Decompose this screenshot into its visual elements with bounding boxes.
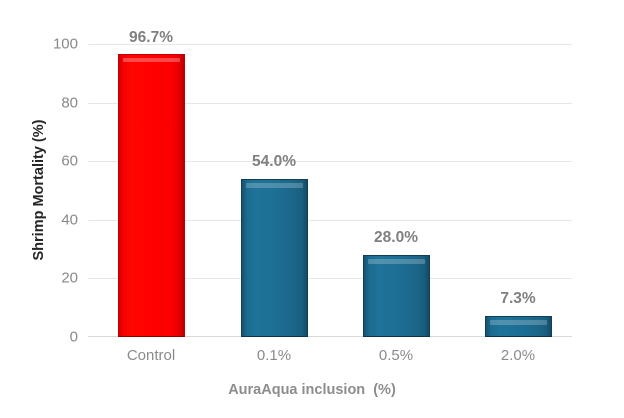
data-label-0-5-percent: 28.0% <box>374 229 418 246</box>
y-tick-label-80: 80 <box>61 94 78 112</box>
x-tick-label-0-1-percent: 0.1% <box>256 347 292 364</box>
bar-control[interactable] <box>118 53 185 337</box>
bar-0-5-percent[interactable] <box>363 255 430 337</box>
x-tick-label-control: Control <box>126 347 176 364</box>
data-label-2-0-percent: 7.3% <box>500 290 536 307</box>
gridline-40 <box>88 219 572 221</box>
plot-area <box>88 44 572 337</box>
y-tick-label-20: 20 <box>61 269 78 287</box>
gridline-zero <box>88 336 572 337</box>
x-axis-title: AuraAqua inclusion (%) <box>228 382 396 398</box>
x-tick-label-2-0-percent: 2.0% <box>500 347 536 364</box>
y-axis-title: Shrimp Mortality (%) <box>31 119 47 261</box>
gridline-80 <box>88 102 572 104</box>
y-tick-label-0: 0 <box>69 328 78 346</box>
bar-2-0-percent[interactable] <box>485 315 552 337</box>
gridline-100 <box>88 44 572 45</box>
y-tick-label-60: 60 <box>61 152 78 170</box>
y-tick-label-100: 100 <box>52 35 78 53</box>
gridline-60 <box>88 161 572 163</box>
data-label-control: 96.7% <box>129 29 173 46</box>
data-label-0-1-percent: 54.0% <box>252 153 296 170</box>
y-tick-label-40: 40 <box>61 211 78 229</box>
bar-0-1-percent[interactable] <box>241 178 308 337</box>
gridline-20 <box>88 278 572 280</box>
x-tick-label-0-5-percent: 0.5% <box>378 347 414 364</box>
